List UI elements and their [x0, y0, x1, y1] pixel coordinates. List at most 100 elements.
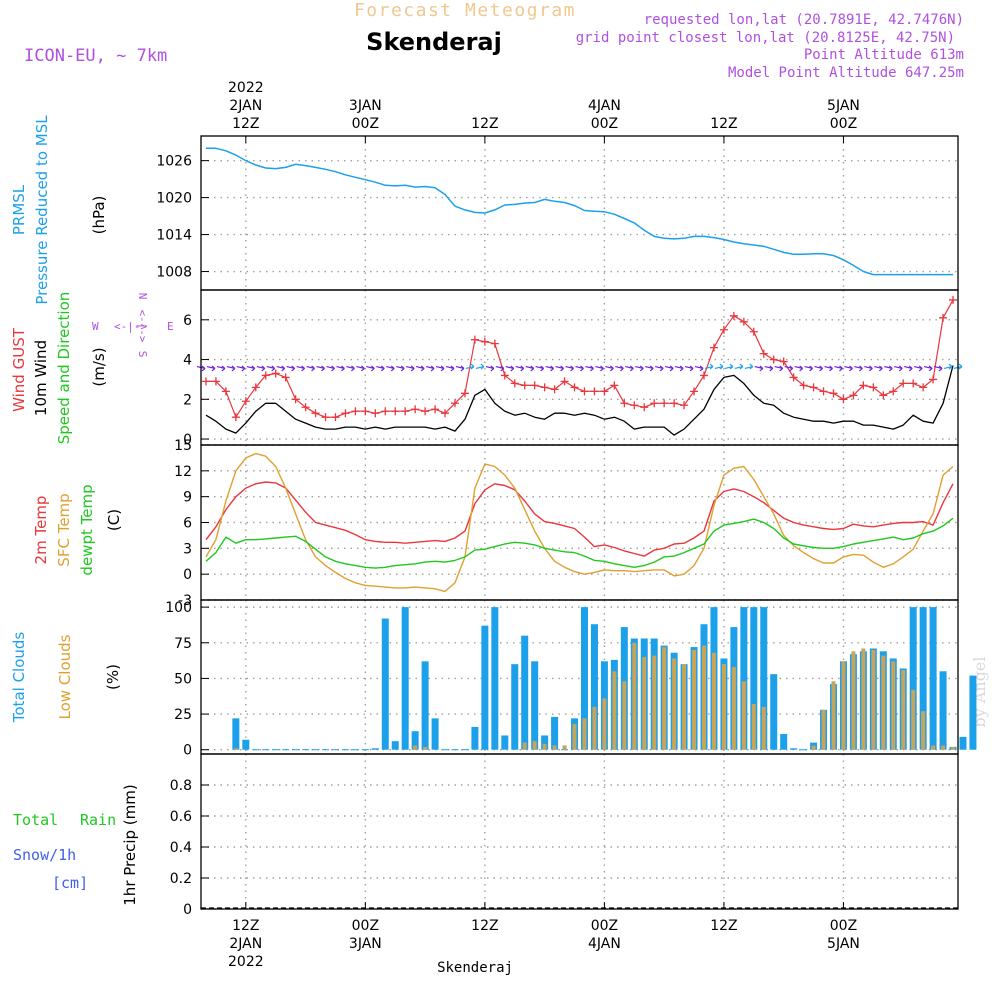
- wind-direction-arrow: [774, 366, 783, 369]
- wind-direction-arrowhead: [211, 365, 216, 372]
- wind-direction-arrowhead: [789, 365, 794, 372]
- wind-direction-arrowhead: [829, 365, 833, 372]
- pressure-ytick-label: 1026: [156, 154, 192, 170]
- location-title: Skenderaj: [366, 28, 502, 56]
- wind-direction-arrowhead: [271, 365, 276, 372]
- wind-direction-arrow: [356, 366, 365, 369]
- low-cloud-bar: [761, 706, 766, 750]
- wind-direction-arrowhead: [898, 365, 903, 372]
- gust-marker: [759, 349, 768, 358]
- total-cloud-bar: [909, 607, 917, 750]
- gust-marker: [739, 317, 748, 326]
- low-cloud-bar: [682, 664, 687, 750]
- wind-direction-arrow: [555, 366, 564, 369]
- gust-marker: [211, 377, 220, 386]
- low-cloud-bar: [413, 745, 418, 750]
- low-cloud-bar: [851, 651, 856, 750]
- precip-ytick-label: 0: [183, 902, 192, 918]
- wind-direction-arrowhead: [580, 365, 584, 372]
- gust-marker: [321, 413, 330, 422]
- gust-marker: [271, 369, 280, 378]
- gust-marker: [201, 377, 210, 386]
- gust-marker: [291, 395, 300, 404]
- wind-label-3: Speed and Direction: [55, 292, 73, 445]
- wind-direction-arrowhead: [679, 365, 684, 372]
- low-cloud-bar: [672, 658, 677, 750]
- low-cloud-bar: [532, 741, 537, 750]
- low-cloud-bar: [622, 681, 627, 750]
- total-cloud-bar: [580, 607, 588, 750]
- wind-direction-arrowhead: [918, 365, 923, 372]
- wind-direction-arrow: [794, 366, 803, 369]
- wind-direction-arrow: [366, 366, 375, 369]
- wind-direction-arrow: [744, 366, 753, 369]
- low-cloud-bar: [522, 742, 527, 750]
- gust-marker: [490, 339, 499, 348]
- wind-direction-arrowhead: [420, 365, 425, 372]
- precip-label-cm: [cm]: [52, 874, 88, 892]
- precip-label-total: Total: [13, 811, 58, 829]
- gust-marker: [929, 375, 938, 384]
- low-cloud-bar: [921, 711, 926, 750]
- low-cloud-bar: [911, 689, 916, 750]
- wind-unit: (m/s): [90, 347, 108, 386]
- gust-marker: [899, 379, 908, 388]
- year-label-top: 2022: [228, 80, 264, 96]
- wind-direction-arrow: [445, 366, 455, 369]
- wind-direction-arrow: [396, 366, 405, 369]
- total-cloud-bar: [551, 716, 559, 750]
- wind-direction-arrowhead: [321, 365, 325, 372]
- wind-direction-arrow: [605, 366, 614, 369]
- total-cloud-bar: [770, 674, 778, 750]
- year-label-bottom: 2022: [228, 954, 264, 970]
- wind-direction-arrowhead: [928, 365, 933, 372]
- compass-west: W: [92, 320, 99, 333]
- low-cloud-bar: [931, 745, 936, 750]
- time-label-bottom: 12Z: [710, 918, 737, 934]
- temperature-ytick-label: 0: [183, 567, 192, 583]
- wind-direction-arrow: [386, 366, 395, 369]
- total-cloud-bar: [780, 734, 788, 750]
- gust-marker: [749, 327, 758, 336]
- gust-marker: [251, 383, 260, 392]
- gust-marker: [560, 377, 569, 386]
- gust-marker: [610, 381, 619, 390]
- wind-direction-arrow: [455, 366, 465, 369]
- wind-direction-arrowhead: [669, 365, 674, 372]
- time-label-bottom: 12Z: [232, 918, 259, 934]
- pressure-ytick-label: 1008: [156, 265, 192, 281]
- wind-direction-arrow: [296, 366, 305, 369]
- wind-direction-arrowhead: [849, 365, 853, 372]
- wind-direction-arrowhead: [629, 365, 634, 372]
- wind-direction-arrowhead: [351, 365, 355, 372]
- wind-direction-arrow: [784, 366, 793, 369]
- frame-layer: [200, 135, 959, 910]
- gust-marker: [690, 387, 699, 396]
- date-label-top: 3JAN: [349, 98, 382, 114]
- temp-dewpt-line: [205, 517, 954, 569]
- footer-location: Skenderaj: [437, 960, 513, 976]
- total-cloud-bar: [959, 736, 967, 750]
- gust-marker: [431, 405, 440, 414]
- gust-marker: [769, 355, 778, 364]
- low-cloud-bar: [731, 667, 736, 750]
- gust-marker: [470, 335, 479, 344]
- total-cloud-bar: [421, 661, 429, 750]
- wind-direction-arrowhead: [400, 365, 405, 372]
- wind-direction-arrow: [714, 366, 724, 369]
- low-cloud-bar: [612, 671, 617, 750]
- wind-direction-arrowhead: [938, 365, 943, 372]
- wind-direction-arrowhead: [261, 365, 266, 372]
- wind-direction-arrowhead: [221, 365, 226, 372]
- time-label-bottom: 00Z: [352, 918, 379, 934]
- wind-direction-arrowhead: [251, 365, 256, 372]
- wind-ytick-label: 4: [183, 353, 192, 369]
- low-cloud-bar: [702, 645, 707, 750]
- total-cloud-bar: [431, 718, 439, 750]
- wind-direction-arrowhead: [370, 365, 375, 372]
- wind-direction-arrow: [505, 366, 514, 369]
- gust-marker: [450, 399, 459, 408]
- gust-marker: [341, 409, 350, 418]
- gust-marker: [500, 371, 509, 380]
- wind-direction-arrow: [834, 366, 843, 369]
